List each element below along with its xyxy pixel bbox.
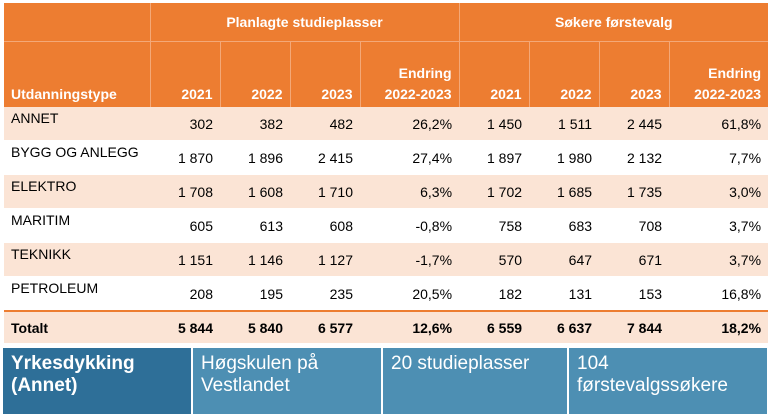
column-header-planned-change: Endring 2022-2023 [360,41,460,107]
cell-applicants-2023: 153 [599,276,670,312]
cell-applicants-2022: 1 685 [529,174,600,209]
cell-applicants-2023: 2 445 [599,107,670,141]
cell-applicants-change: 3,7% [669,208,769,243]
cell-applicants-2023: 671 [599,242,670,277]
cell-applicants-change: 16,8% [669,276,769,312]
table-row: MARITIM 605 613 608 -0,8% 758 683 708 3,7% [4,208,769,243]
cell-planned-2023: 235 [290,276,360,312]
cell-applicants-2022: 683 [529,208,600,243]
cell-planned-2021: 1 151 [150,242,220,277]
column-header-applicants-change: Endring 2022-2023 [669,41,769,107]
cell-type: ELEKTRO [4,174,150,209]
cell-type: ANNET [4,107,150,141]
cell-applicants-2022: 1 511 [529,107,600,141]
cell-planned-2021: 208 [150,276,220,312]
total-planned-2021: 5 844 [150,310,220,344]
cell-applicants-change: 7,7% [669,140,769,175]
cell-planned-change: 6,3% [360,174,460,209]
cell-applicants-2022: 131 [529,276,600,312]
cell-applicants-2021: 758 [459,208,530,243]
banner-seats: 20 studieplasser [383,348,569,414]
group-header-applicants: Søkere førstevalg [459,3,769,42]
column-header-planned-2022: 2022 [220,41,291,107]
cell-planned-2022: 195 [220,276,290,312]
column-header-row: Utdanningstype 2021 2022 2023 Endring 20… [4,41,769,107]
table-row: ANNET 302 382 482 26,2% 1 450 1 511 2 445 61,8% [4,107,769,141]
cell-type: BYGG OG ANLEGG [4,140,150,175]
column-header-planned-2023: 2023 [290,41,361,107]
total-applicants-change: 18,2% [669,310,769,344]
group-header-row: Planlagte studieplasser Søkere førsteval… [4,3,769,42]
column-header-planned-2021: 2021 [150,41,221,107]
column-header-type: Utdanningstype [4,41,151,107]
total-applicants-2021: 6 559 [459,310,530,344]
study-places-table: Planlagte studieplasser Søkere førsteval… [4,3,769,344]
cell-applicants-change: 3,0% [669,174,769,209]
table-row: ELEKTRO 1 708 1 608 1 710 6,3% 1 702 1 685 1 73… [4,174,769,209]
cell-applicants-2023: 708 [599,208,670,243]
cell-applicants-2023: 1 735 [599,174,670,209]
cell-type: TEKNIKK [4,242,150,277]
total-planned-2023: 6 577 [290,310,360,344]
cell-applicants-2022: 647 [529,242,600,277]
cell-planned-change: 26,2% [360,107,460,141]
cell-planned-change: -1,7% [360,242,460,277]
column-header-applicants-2021: 2021 [459,41,530,107]
cell-applicants-2021: 570 [459,242,530,277]
banner-institution: Høgskulen på Vestlandet [193,348,383,414]
total-applicants-2022: 6 637 [529,310,600,344]
cell-planned-2023: 608 [290,208,360,243]
group-header-blank [4,3,151,42]
cell-applicants-2021: 1 897 [459,140,530,175]
column-header-applicants-2023: 2023 [599,41,670,107]
cell-applicants-2022: 1 980 [529,140,600,175]
cell-planned-2021: 302 [150,107,220,141]
banner-program: Yrkesdykking (Annet) [3,348,193,414]
cell-applicants-2021: 182 [459,276,530,312]
cell-planned-2022: 382 [220,107,290,141]
column-header-applicants-2022: 2022 [529,41,600,107]
total-planned-change: 12,6% [360,310,460,344]
program-banner: Yrkesdykking (Annet) Høgskulen på Vestla… [3,348,767,414]
cell-planned-2021: 1 870 [150,140,220,175]
cell-applicants-2021: 1 702 [459,174,530,209]
group-header-planned: Planlagte studieplasser [150,3,460,42]
cell-planned-2023: 482 [290,107,360,141]
table-row: PETROLEUM 208 195 235 20,5% 182 131 153 16,8% [4,276,769,312]
cell-planned-change: 20,5% [360,276,460,312]
cell-planned-2022: 613 [220,208,290,243]
table-row: BYGG OG ANLEGG 1 870 1 896 2 415 27,4% 1 897 1… [4,140,769,175]
table-row: TEKNIKK 1 151 1 146 1 127 -1,7% 570 647 671 3,7% [4,242,769,277]
cell-planned-2022: 1 896 [220,140,290,175]
cell-planned-2021: 605 [150,208,220,243]
cell-applicants-change: 61,8% [669,107,769,141]
cell-planned-2023: 1 710 [290,174,360,209]
table-body: ANNET 302 382 482 26,2% 1 450 1 511 2 445 61,8% B… [4,107,769,344]
cell-planned-2021: 1 708 [150,174,220,209]
cell-planned-2023: 2 415 [290,140,360,175]
cell-applicants-change: 3,7% [669,242,769,277]
total-row: Totalt 5 844 5 840 6 577 12,6% 6 559 6 637 7 84… [4,310,769,344]
cell-applicants-2023: 2 132 [599,140,670,175]
total-applicants-2023: 7 844 [599,310,670,344]
cell-applicants-2021: 1 450 [459,107,530,141]
cell-planned-2023: 1 127 [290,242,360,277]
cell-type: MARITIM [4,208,150,243]
cell-planned-2022: 1 146 [220,242,290,277]
cell-planned-2022: 1 608 [220,174,290,209]
cell-planned-change: -0,8% [360,208,460,243]
cell-planned-change: 27,4% [360,140,460,175]
total-type: Totalt [4,310,150,344]
cell-type: PETROLEUM [4,276,150,312]
total-planned-2022: 5 840 [220,310,290,344]
banner-applicants: 104 førstevalgssøkere [569,348,767,414]
